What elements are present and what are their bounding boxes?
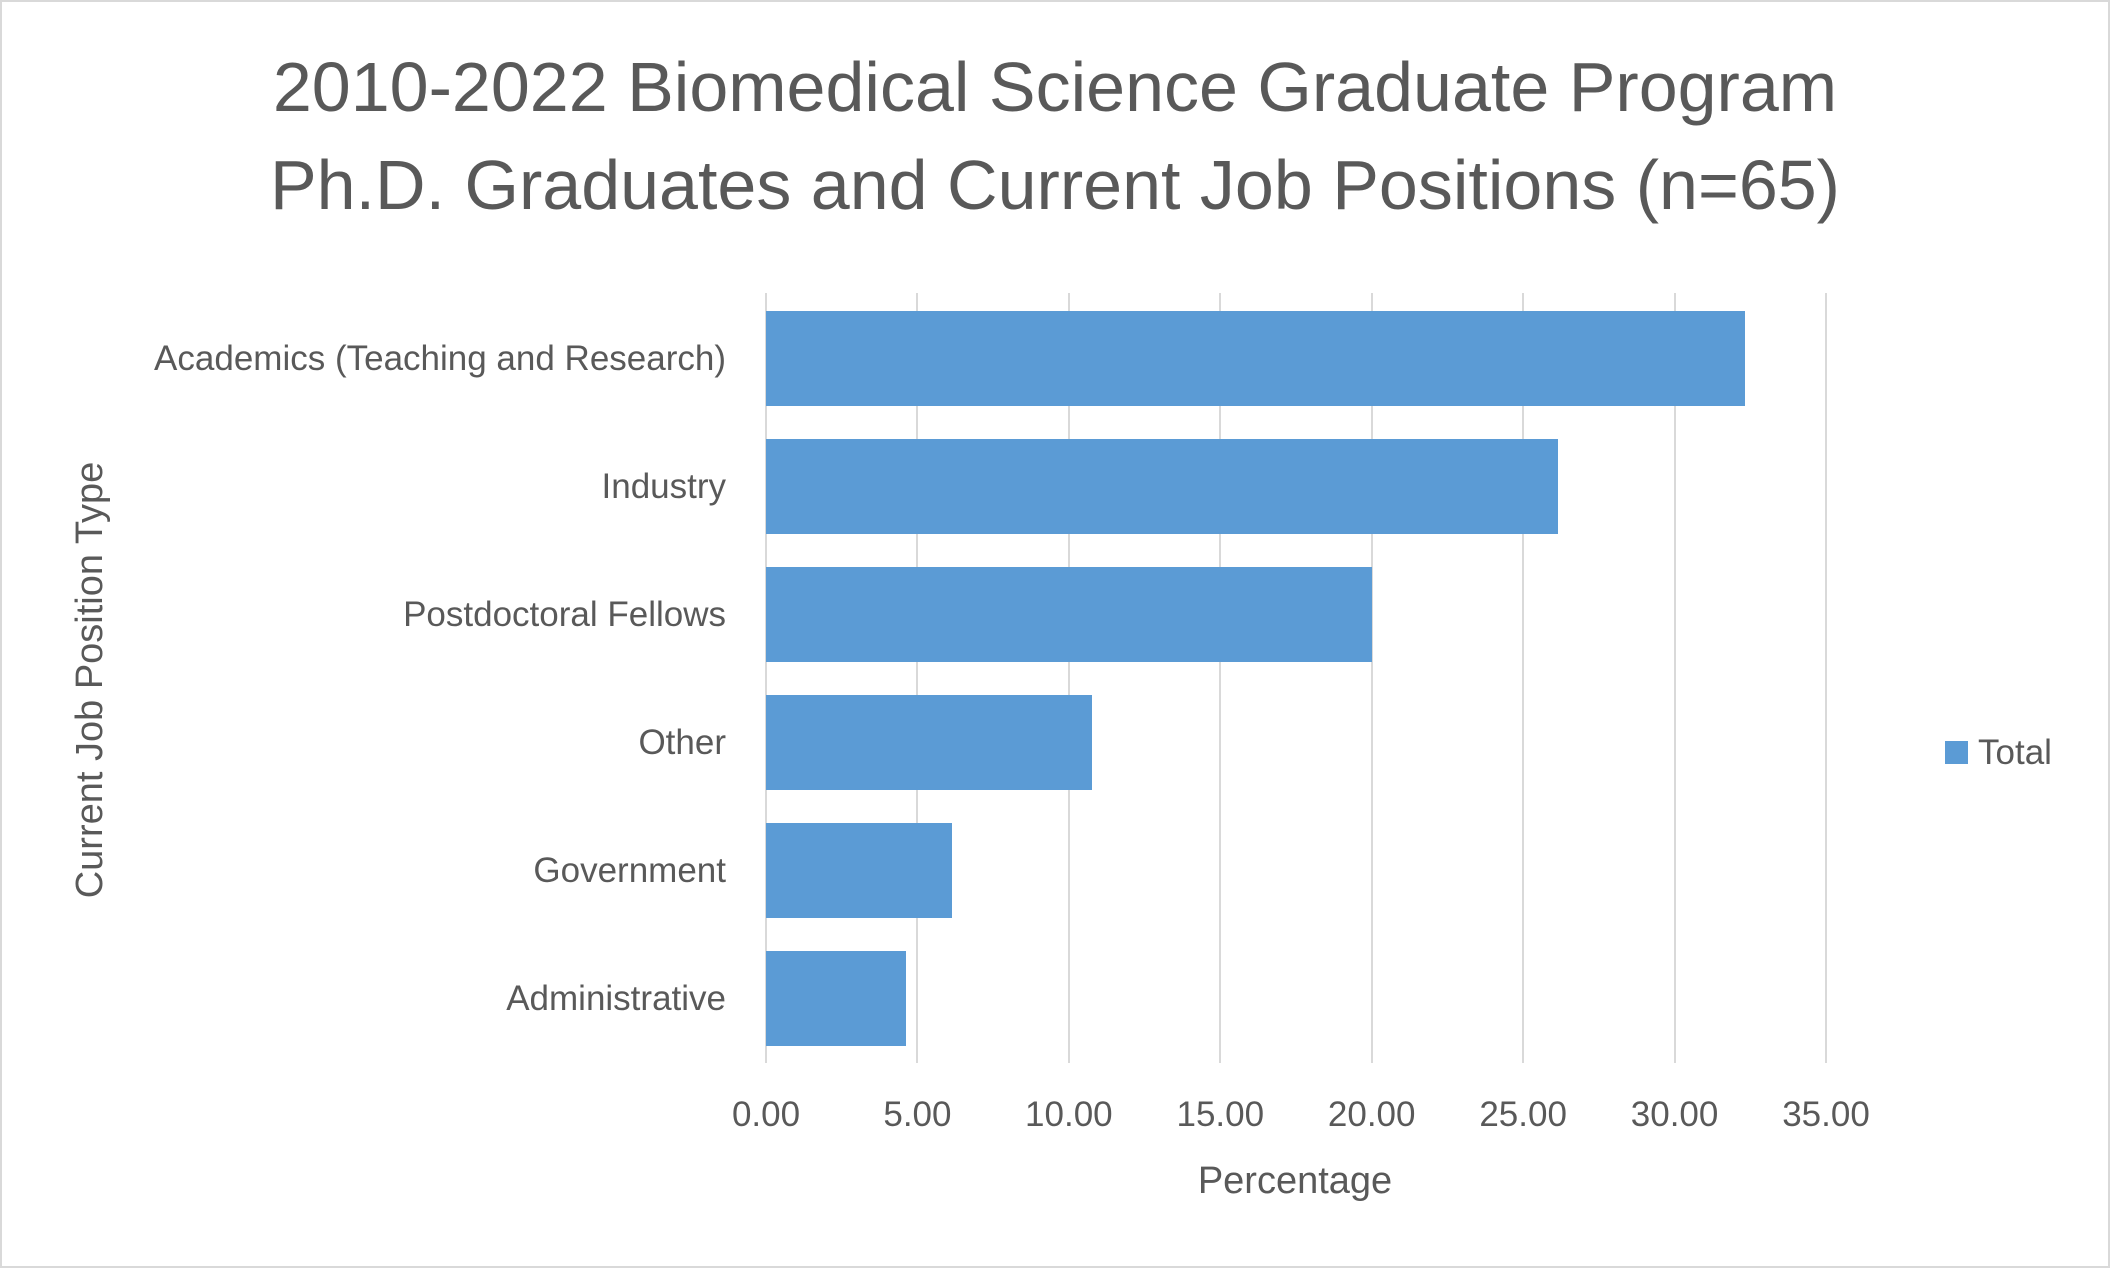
bar[interactable] [766,567,1372,662]
x-tick-label: 35.00 [1782,1095,1870,1134]
y-axis-title: Current Job Position Type [69,461,111,899]
x-tick-label: 0.00 [731,1095,801,1134]
x-tick-label: 30.00 [1630,1095,1719,1134]
gridline [1370,293,1373,1063]
category-label: Postdoctoral Fellows [403,595,726,634]
gridline [1067,293,1070,1063]
category-label: Industry [601,467,727,506]
bar[interactable] [766,823,953,918]
category-label: Other [638,723,726,762]
chart-title-line-2: Ph.D. Graduates and Current Job Position… [269,146,1840,224]
bar[interactable] [766,439,1558,534]
x-tick-label: 15.00 [1176,1095,1265,1134]
gridline [1219,293,1222,1063]
bar[interactable] [766,695,1093,790]
gridline [916,293,919,1063]
legend: Total [1945,735,2052,770]
x-tick-label: 10.00 [1025,1095,1113,1134]
legend-label: Total [1978,733,2052,772]
gridline [765,293,767,1063]
x-tick-label: 20.00 [1327,1095,1416,1134]
bar[interactable] [766,311,1745,406]
category-label: Government [533,851,726,890]
chart-title-line-1: 2010-2022 Biomedical Science Graduate Pr… [272,48,1838,126]
x-axis-title: Percentage [1197,1160,1393,1202]
x-tick-label: 5.00 [883,1095,952,1134]
x-tick-label: 25.00 [1479,1095,1567,1134]
gridline [1825,293,1827,1063]
category-label: Administrative [506,979,726,1018]
bar[interactable] [766,951,906,1046]
gridline [1673,293,1676,1063]
legend-swatch-icon [1945,741,1968,764]
gridline [1522,293,1525,1063]
plot-area [765,293,1827,1063]
category-label: Academics (Teaching and Research) [154,339,726,378]
